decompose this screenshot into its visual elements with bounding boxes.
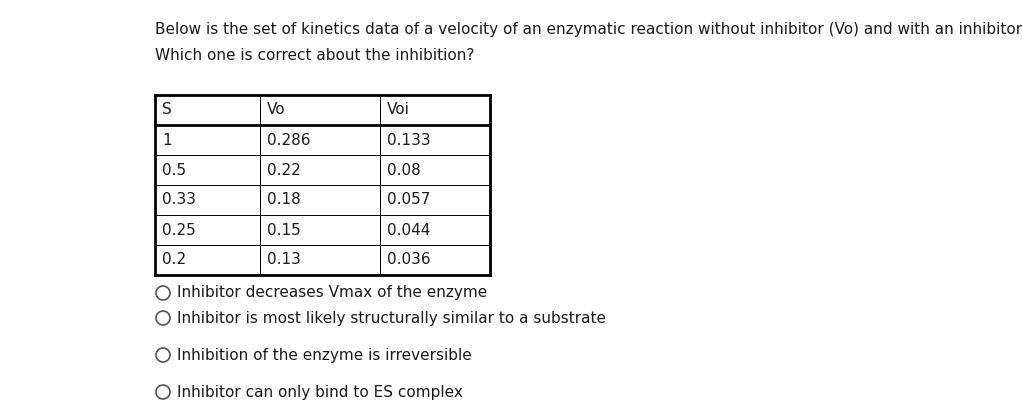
Text: Inhibitor can only bind to ES complex: Inhibitor can only bind to ES complex	[177, 385, 463, 399]
Text: 0.15: 0.15	[267, 222, 300, 238]
Text: 0.036: 0.036	[387, 253, 430, 267]
Text: 1: 1	[162, 132, 172, 147]
Text: 0.33: 0.33	[162, 192, 196, 207]
Text: 0.22: 0.22	[267, 163, 300, 178]
Text: 0.044: 0.044	[387, 222, 430, 238]
Text: 0.5: 0.5	[162, 163, 186, 178]
Text: 0.2: 0.2	[162, 253, 186, 267]
Text: Below is the set of kinetics data of a velocity of an enzymatic reaction without: Below is the set of kinetics data of a v…	[155, 22, 1022, 37]
Text: 0.25: 0.25	[162, 222, 196, 238]
Text: Which one is correct about the inhibition?: Which one is correct about the inhibitio…	[155, 48, 474, 63]
Text: 0.13: 0.13	[267, 253, 300, 267]
Text: 0.08: 0.08	[387, 163, 421, 178]
Text: 0.057: 0.057	[387, 192, 430, 207]
Text: Inhibitor is most likely structurally similar to a substrate: Inhibitor is most likely structurally si…	[177, 310, 606, 326]
Text: S: S	[162, 103, 172, 117]
Text: 0.133: 0.133	[387, 132, 430, 147]
Text: Vo: Vo	[267, 103, 285, 117]
Text: 0.18: 0.18	[267, 192, 300, 207]
Text: Inhibitor decreases Vmax of the enzyme: Inhibitor decreases Vmax of the enzyme	[177, 285, 487, 300]
Text: Inhibition of the enzyme is irreversible: Inhibition of the enzyme is irreversible	[177, 347, 472, 362]
Text: Voi: Voi	[387, 103, 410, 117]
Text: 0.286: 0.286	[267, 132, 311, 147]
